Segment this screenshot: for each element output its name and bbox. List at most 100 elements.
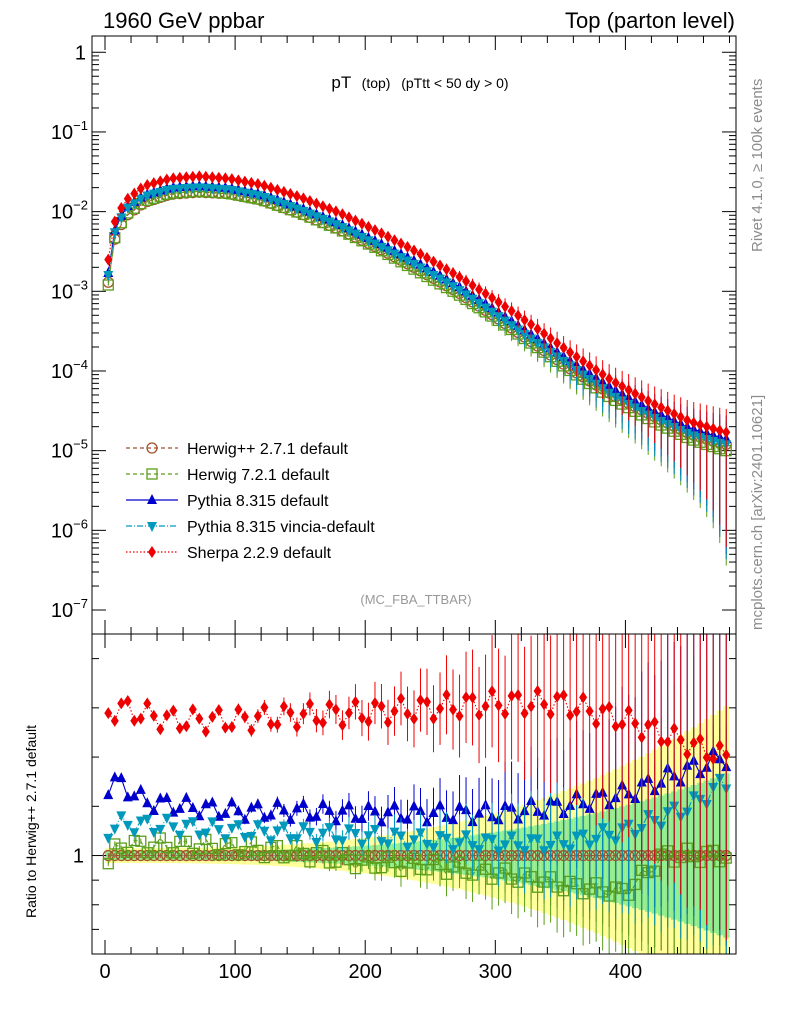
ratio-point: [605, 700, 614, 713]
ratio-point: [377, 700, 386, 713]
data-point: [181, 184, 192, 195]
data-point: [514, 309, 523, 322]
ratio-point: [213, 849, 225, 861]
ratio-point: [227, 721, 236, 734]
ratio-point: [247, 724, 256, 737]
ratio-point: [403, 707, 412, 720]
data-point: [454, 286, 465, 297]
ratio-point: [415, 804, 426, 815]
ratio-point: [259, 826, 270, 837]
ratio-point: [123, 694, 132, 707]
ratio-point: [240, 710, 249, 723]
data-point: [592, 364, 601, 377]
data-point: [324, 217, 335, 228]
data-point: [474, 299, 485, 310]
data-point: [396, 237, 405, 250]
ratio-point: [676, 733, 685, 746]
legend-label: Sherpa 2.2.9 default: [187, 545, 332, 562]
data-point: [501, 300, 510, 313]
ratio-point: [532, 834, 543, 845]
x-tick-label: 100: [218, 961, 251, 983]
ratio-point: [116, 772, 127, 783]
data-point: [174, 184, 185, 195]
data-point: [546, 332, 555, 345]
data-point: [441, 278, 452, 289]
data-point: [188, 170, 197, 183]
data-point: [423, 251, 432, 264]
ratio-point: [148, 849, 160, 862]
ratio-point: [271, 839, 284, 852]
ratio-point: [272, 826, 283, 837]
ratio-point: [226, 823, 237, 834]
ratio-point: [325, 698, 334, 711]
ratio-point: [135, 816, 146, 827]
data-point: [480, 303, 491, 314]
data-point: [130, 187, 139, 200]
ratio-point: [129, 828, 140, 839]
ratio-point: [428, 843, 439, 854]
ratio-point: [611, 720, 620, 733]
data-point: [506, 321, 517, 332]
ratio-point: [219, 849, 232, 862]
ratio-point: [102, 858, 114, 870]
ratio-point: [214, 704, 223, 717]
data-point: [116, 213, 127, 224]
legend-item-herwig-2-7-1-default: Herwig++ 2.7.1 default: [126, 441, 349, 458]
ratio-point: [162, 709, 171, 722]
data-point: [448, 282, 459, 293]
ratio-point: [169, 704, 178, 717]
ratio-point: [357, 712, 366, 725]
ratio-point: [572, 705, 581, 718]
ratio-point: [200, 849, 212, 862]
ratio-point: [395, 812, 406, 823]
data-point: [449, 267, 458, 280]
data-point: [507, 305, 516, 318]
data-point: [709, 422, 718, 435]
ratio-point: [513, 841, 524, 852]
ratio-point: [481, 700, 490, 713]
legend-label: Herwig 7.2.1 default: [187, 467, 330, 484]
data-point: [519, 329, 530, 340]
data-point: [461, 290, 472, 301]
ratio-point: [644, 718, 653, 731]
data-point: [533, 322, 542, 335]
data-point: [129, 199, 140, 210]
ratio-point: [584, 840, 595, 851]
ratio-point: [402, 813, 413, 824]
data-point: [136, 182, 145, 195]
y-tick-label: 10−6: [51, 516, 88, 542]
ratio-point: [514, 689, 523, 702]
data-point: [325, 202, 334, 215]
ratio-point: [155, 792, 166, 803]
ratio-point: [597, 823, 608, 834]
ratio-point: [284, 849, 297, 862]
x-tick-label: 300: [479, 961, 512, 983]
ratio-point: [188, 703, 197, 716]
mcplots-url-label: mcplots.cern.ch [arXiv:2401.10621]: [749, 395, 766, 630]
data-point: [527, 318, 536, 331]
ratio-point: [109, 824, 120, 835]
data-point: [715, 424, 724, 437]
ratio-point: [519, 846, 530, 857]
ratio-point: [558, 840, 569, 851]
ratio-point: [253, 710, 262, 723]
ratio-point: [226, 796, 237, 807]
data-point: [273, 183, 282, 196]
data-point: [369, 239, 380, 250]
ratio-point: [220, 807, 231, 818]
data-point: [311, 212, 322, 223]
ratio-point: [207, 796, 218, 807]
ratio-point: [278, 804, 289, 815]
legend-item-pythia-8-315-default: Pythia 8.315 default: [126, 493, 329, 510]
ratio-point: [395, 865, 407, 878]
data-point: [344, 211, 353, 224]
data-point: [475, 283, 484, 296]
ratio-point: [304, 856, 316, 868]
y-tick-label: 10−5: [51, 437, 88, 463]
ratio-point: [604, 830, 615, 841]
data-point: [318, 200, 327, 213]
ratio-point: [291, 834, 302, 845]
ratio-point: [220, 834, 231, 845]
ratio-y-tick-label: 1: [73, 846, 84, 868]
ratio-point: [571, 831, 582, 842]
